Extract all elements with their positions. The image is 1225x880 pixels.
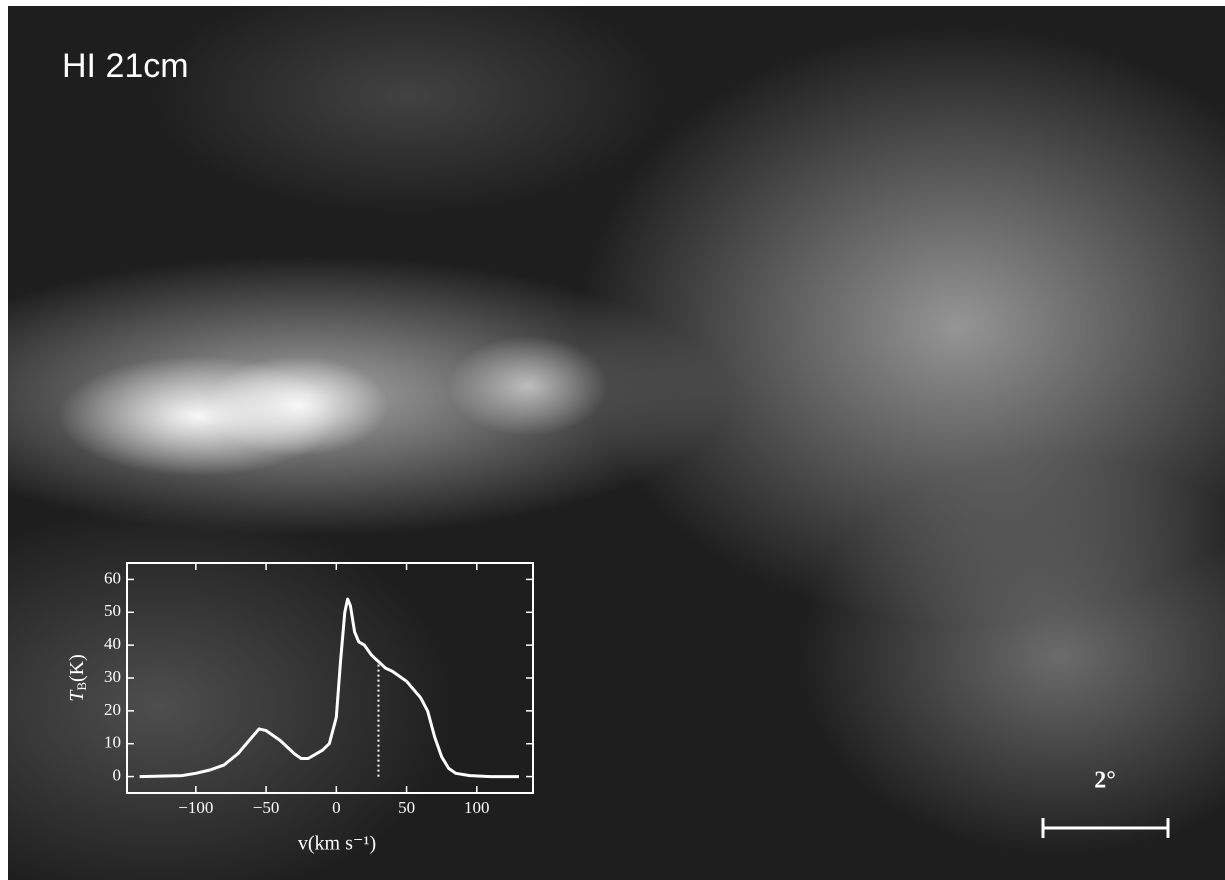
y-tick-label: 30 <box>104 667 121 686</box>
y-tick-label: 60 <box>104 568 121 587</box>
figure: HI 21cm 2° v(km s⁻¹) TB(K) 0 10 20 30 40 50 60… <box>0 0 1225 880</box>
y-label-unit: (K) <box>66 654 88 682</box>
x-tick-label: 0 <box>332 798 341 817</box>
inset-frame <box>127 563 533 793</box>
spectrum-line <box>140 599 519 777</box>
scale-bar-label: 2° <box>1094 768 1116 794</box>
y-tick-label: 0 <box>113 765 122 784</box>
y-tick-label: 20 <box>104 700 121 719</box>
map-label: HI 21cm <box>62 47 189 85</box>
y-tick-label: 10 <box>104 733 121 752</box>
y-label-subscript: B <box>74 682 89 691</box>
y-tick-label: 50 <box>104 601 121 620</box>
x-axis-label: v(km s⁻¹) <box>298 833 376 855</box>
x-tick-label: −50 <box>253 798 280 817</box>
x-tick-label: −100 <box>178 798 213 817</box>
y-axis-label: TB(K) <box>66 654 89 702</box>
x-tick-label: 100 <box>464 798 490 817</box>
y-tick-label: 40 <box>104 634 121 653</box>
x-tick-label: 50 <box>398 798 415 817</box>
